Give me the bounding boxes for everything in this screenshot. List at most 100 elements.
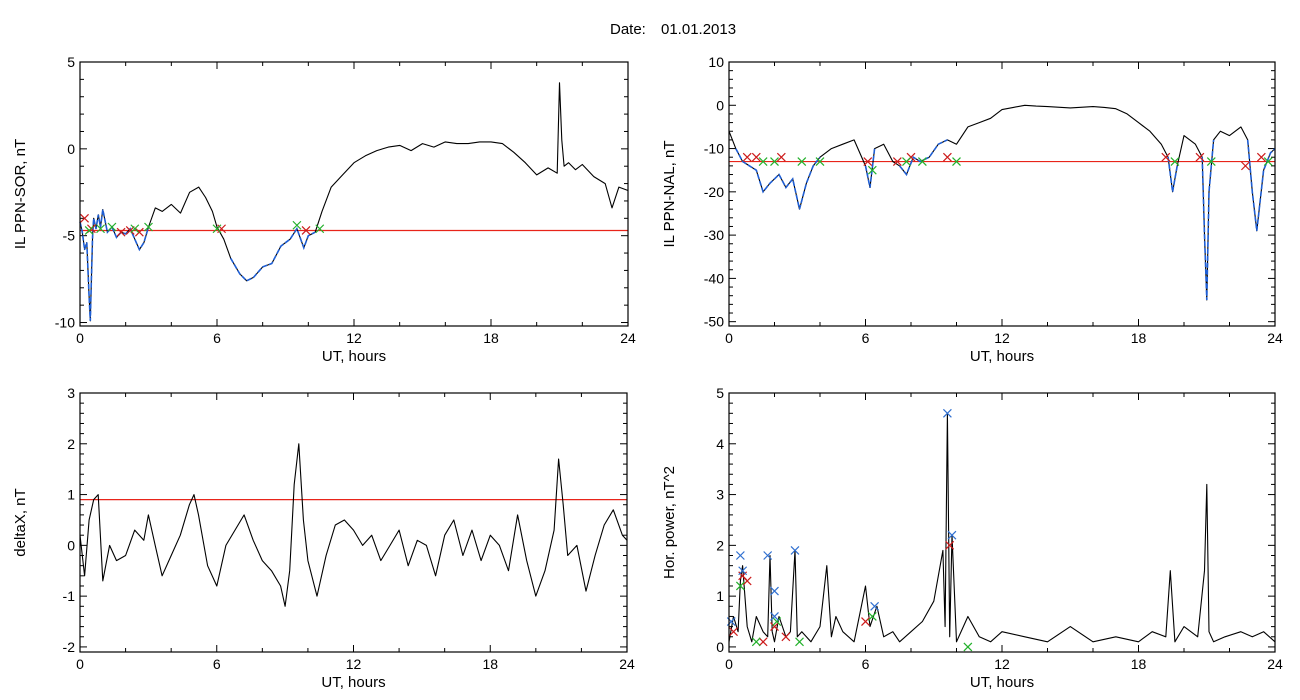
marker-blue: [763, 551, 773, 560]
marker-red-stroke: [863, 157, 873, 166]
marker-red: [1161, 152, 1171, 162]
x-tick-label: 0: [725, 656, 733, 672]
marker-green-stroke: [770, 157, 779, 166]
marker-blue: [947, 530, 957, 540]
x-axis-label: UT, hours: [322, 348, 386, 365]
marker-red: [758, 637, 768, 647]
marker-red-stroke: [742, 576, 752, 586]
marker-blue-stroke: [790, 546, 800, 555]
marker-green-stroke: [963, 642, 973, 652]
highlight-segment: [1201, 139, 1215, 301]
marker-red: [770, 622, 779, 632]
marker-green: [1263, 157, 1273, 166]
marker-red: [1256, 152, 1266, 162]
x-tick-label: 0: [76, 656, 84, 672]
marker-green-stroke: [795, 637, 804, 647]
plot-frame: [728, 61, 1276, 327]
y-tick-label: 0: [716, 639, 724, 655]
series-line: [79, 443, 628, 607]
marker-blue: [790, 546, 800, 555]
marker-red-stroke: [125, 226, 135, 235]
marker-green: [751, 637, 761, 647]
marker-red-stroke: [134, 227, 144, 237]
marker-green-stroke: [1170, 157, 1180, 166]
x-tick-label: 6: [213, 656, 221, 672]
y-tick-label: -50: [704, 314, 724, 330]
marker-red: [942, 152, 952, 162]
marker-green: [758, 157, 768, 166]
marker-green: [292, 220, 302, 230]
highlight-segment: [230, 226, 316, 282]
marker-green: [212, 224, 222, 234]
marker-green-stroke: [144, 222, 153, 232]
y-tick-label: 5: [716, 385, 724, 401]
marker-green: [96, 224, 105, 234]
y-tick-label: 1: [716, 588, 724, 604]
y-tick-label: 10: [708, 54, 724, 70]
marker-green-stroke: [130, 224, 140, 234]
highlight-segment: [1167, 157, 1178, 192]
series-line: [728, 104, 1276, 301]
marker-red-stroke: [945, 540, 955, 550]
plot-frame: [79, 392, 628, 653]
marker-blue-stroke: [735, 551, 745, 560]
marker-red-stroke: [861, 617, 870, 626]
marker-green: [867, 165, 877, 175]
x-tick-label: 24: [1267, 330, 1283, 346]
marker-green: [107, 222, 117, 232]
y-axis-label: Hor. power, nT^2: [661, 466, 678, 579]
marker-red: [863, 157, 873, 166]
highlight-segment: [735, 148, 821, 210]
marker-red: [751, 152, 761, 162]
marker-red-stroke: [892, 157, 902, 166]
marker-green-stroke: [772, 617, 782, 626]
marker-red: [1195, 152, 1205, 162]
marker-green-stroke: [952, 157, 961, 166]
marker-red-stroke: [116, 227, 126, 237]
y-tick-label: 1: [67, 487, 75, 503]
y-axis-label: IL PPN-SOR, nT: [12, 139, 29, 249]
x-tick-label: 12: [346, 330, 362, 346]
marker-red: [217, 224, 226, 234]
y-tick-label: -2: [63, 639, 76, 655]
marker-green: [815, 157, 825, 166]
x-tick-label: 24: [1267, 656, 1283, 672]
marker-red-stroke: [80, 213, 89, 223]
marker-green-stroke: [902, 157, 911, 166]
marker-green-stroke: [815, 157, 825, 166]
marker-red: [742, 152, 752, 162]
y-tick-label: 0: [67, 537, 75, 553]
marker-green-stroke: [735, 581, 745, 591]
y-tick-label: -10: [704, 141, 724, 157]
x-tick-label: 0: [725, 330, 733, 346]
marker-green-stroke: [212, 224, 222, 234]
marker-blue-stroke: [770, 586, 779, 596]
y-tick-label: -1: [63, 588, 76, 604]
y-tick-label: -5: [63, 228, 76, 244]
marker-blue-stroke: [738, 566, 748, 576]
marker-green: [867, 612, 877, 621]
marker-green-stroke: [96, 224, 105, 234]
highlight-segment: [79, 209, 150, 321]
y-axis-label: IL PPN-NAL, nT: [661, 141, 678, 248]
y-tick-label: 0: [67, 141, 75, 157]
marker-red-stroke: [942, 152, 952, 162]
date-value: 01.01.2013: [661, 21, 736, 38]
x-tick-label: 18: [483, 330, 499, 346]
marker-red: [742, 576, 752, 586]
x-tick-label: 6: [862, 656, 870, 672]
marker-red: [134, 227, 144, 237]
marker-red: [729, 627, 738, 637]
marker-green: [130, 224, 140, 234]
x-tick-label: 6: [862, 330, 870, 346]
x-tick-label: 12: [346, 656, 362, 672]
x-tick-label: 24: [620, 330, 636, 346]
marker-green: [902, 157, 911, 166]
marker-green-stroke: [107, 222, 117, 232]
marker-red: [301, 226, 311, 235]
y-tick-label: 5: [67, 54, 75, 70]
marker-green-stroke: [867, 165, 877, 175]
marker-red: [781, 632, 791, 642]
